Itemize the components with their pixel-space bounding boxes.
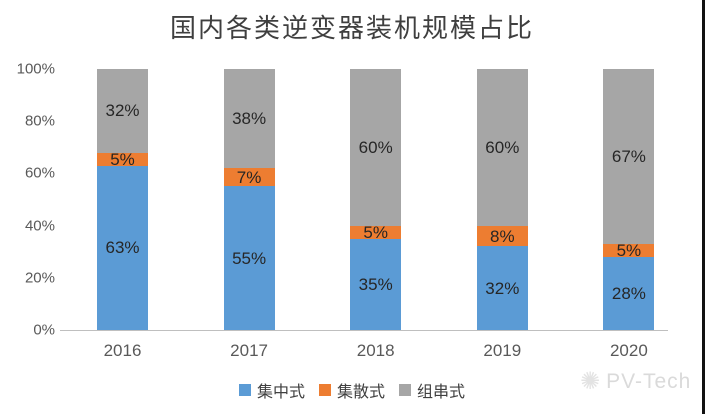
bar-segment-centralized-2018: 35%	[350, 238, 402, 330]
bar-segment-centralized-2016: 63%	[97, 165, 148, 330]
data-label-distributed-2016: 5%	[110, 149, 135, 169]
legend-item-string: 组串式	[399, 378, 465, 402]
data-label-string-2017: 38%	[232, 109, 267, 129]
x-axis-line	[60, 330, 668, 331]
legend-item-distributed: 集散式	[318, 378, 385, 402]
x-label-2017: 2017	[230, 341, 268, 360]
legend-swatch-distributed	[318, 384, 331, 396]
bar-segment-string-2020: 67%	[603, 69, 655, 244]
data-label-distributed-2018: 5%	[363, 222, 388, 242]
bar-segment-centralized-2017: 55%	[223, 186, 275, 330]
bar-segment-string-2016: 32%	[97, 69, 148, 153]
chart-title: 国内各类逆变器装机规模占比	[169, 13, 534, 43]
pv-tech-logo-text: PV-Tech	[606, 370, 692, 393]
pv-tech-watermark: ✺ PV-Tech	[580, 370, 691, 394]
x-label-2020: 2020	[609, 341, 648, 360]
screenshot-right-border	[702, 0, 705, 414]
data-label-string-2018: 60%	[358, 137, 393, 157]
bar-segment-string-2018: 60%	[350, 69, 402, 226]
data-label-centralized-2018: 35%	[358, 274, 393, 294]
bar-segment-distributed-2019: 8%	[476, 225, 528, 247]
data-label-centralized-2016: 63%	[105, 238, 140, 258]
data-label-centralized-2020: 28%	[611, 283, 646, 303]
bar-segment-distributed-2017: 7%	[223, 167, 275, 187]
x-label-2018: 2018	[356, 341, 395, 360]
data-label-distributed-2019: 8%	[490, 226, 515, 246]
legend-swatch-centralized	[238, 384, 251, 396]
data-label-centralized-2019: 32%	[485, 278, 520, 298]
legend-label-distributed: 集散式	[336, 384, 385, 401]
y-tick-20pct: 20%	[24, 269, 55, 287]
data-label-string-2019: 60%	[485, 137, 520, 157]
bar-segment-centralized-2019: 32%	[476, 246, 528, 330]
bar-segment-distributed-2018: 5%	[350, 222, 402, 242]
y-tick-80pct: 80%	[24, 112, 55, 130]
legend-label-string: 组串式	[417, 384, 466, 401]
bar-segment-string-2017: 38%	[223, 69, 275, 169]
bar-segment-centralized-2020: 28%	[603, 256, 655, 330]
data-label-distributed-2017: 7%	[236, 167, 262, 187]
bar-segment-distributed-2020: 5%	[603, 240, 655, 260]
bar-segment-string-2019: 60%	[476, 69, 528, 226]
pv-tech-logo-icon: ✺	[580, 368, 601, 395]
data-label-string-2020: 67%	[611, 146, 646, 166]
data-label-centralized-2017: 55%	[232, 248, 267, 268]
bar-segment-distributed-2016: 5%	[97, 149, 148, 169]
y-tick-100pct: 100%	[16, 60, 55, 78]
data-label-string-2016: 32%	[105, 101, 140, 121]
y-tick-60pct: 60%	[24, 164, 55, 182]
data-label-distributed-2020: 5%	[616, 240, 642, 260]
legend-label-centralized: 集中式	[256, 384, 305, 401]
y-tick-40pct: 40%	[24, 217, 55, 235]
y-tick-0pct: 0%	[33, 321, 55, 339]
legend: 集中式 集散式 组串式	[0, 378, 704, 402]
x-label-2019: 2019	[483, 341, 522, 360]
legend-item-centralized: 集中式	[238, 378, 305, 402]
x-label-2016: 2016	[103, 341, 142, 360]
legend-swatch-string	[399, 384, 411, 396]
